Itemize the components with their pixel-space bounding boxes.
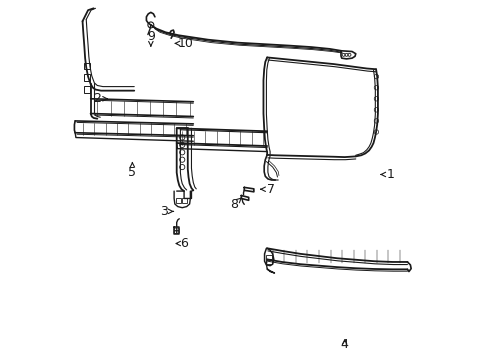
Bar [175, 198, 181, 203]
Bar [266, 255, 271, 259]
Bar [84, 86, 90, 93]
Text: 1: 1 [381, 168, 395, 181]
Text: 5: 5 [128, 163, 136, 179]
Bar [266, 261, 271, 264]
Text: 3: 3 [160, 205, 173, 218]
Bar [84, 75, 90, 81]
Text: 2: 2 [93, 92, 107, 105]
Text: 9: 9 [147, 30, 155, 46]
Text: 4: 4 [341, 338, 348, 351]
Text: 7: 7 [261, 183, 275, 196]
Text: 6: 6 [176, 237, 188, 250]
Bar [182, 198, 187, 203]
Text: 10: 10 [175, 37, 194, 50]
Text: 8: 8 [230, 198, 241, 211]
Bar [84, 63, 90, 69]
